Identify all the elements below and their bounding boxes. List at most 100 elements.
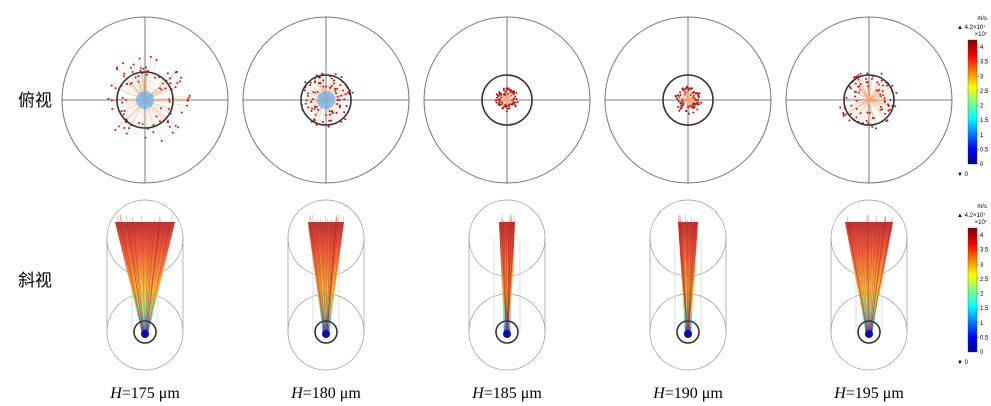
particle (859, 82, 862, 85)
streamline (687, 99, 694, 104)
particle (505, 110, 508, 113)
top-view (61, 16, 229, 184)
particle (340, 76, 343, 79)
streamline (119, 214, 144, 335)
colorbar-tick-label: 0.5 (980, 147, 989, 153)
streamline (145, 221, 149, 335)
particle (306, 94, 309, 97)
particle (855, 75, 858, 78)
particle (343, 98, 346, 101)
particle (688, 104, 691, 107)
particle (174, 71, 177, 74)
particle (679, 91, 682, 94)
particle (506, 107, 509, 110)
particle (149, 55, 152, 58)
particle (502, 87, 505, 90)
particle (319, 82, 322, 85)
particle (505, 104, 508, 107)
streamline (499, 99, 508, 106)
particle (512, 101, 515, 104)
particle (132, 63, 135, 66)
particle (697, 94, 700, 97)
particle (697, 98, 700, 101)
streamline (310, 215, 325, 335)
streamline (316, 225, 326, 335)
particle (510, 103, 513, 106)
streamline (506, 99, 508, 109)
streamline (688, 219, 695, 335)
particle (888, 108, 891, 111)
colorbar-max: ▲ 4.2×10⁷ (957, 212, 985, 219)
particle (687, 112, 690, 115)
particle (142, 67, 145, 70)
particle (138, 121, 141, 124)
streamline (868, 91, 893, 101)
particle (871, 125, 874, 128)
caption-var: H (652, 385, 666, 402)
particle (845, 96, 848, 99)
inner-circle (662, 74, 714, 126)
particle (338, 104, 341, 107)
particle (333, 82, 336, 85)
streamline (867, 73, 870, 101)
colorbar-tick-label: 0.5 (980, 335, 989, 341)
colorbar-tick-label: 2 (980, 104, 984, 110)
particle (842, 111, 845, 114)
particle (155, 58, 158, 61)
streamline (868, 83, 889, 101)
particle (344, 93, 347, 96)
tip (322, 330, 330, 338)
streamline (496, 99, 508, 103)
streamline (326, 219, 332, 335)
streamline (868, 78, 873, 101)
particle (123, 126, 126, 129)
streamline (867, 99, 870, 113)
streamline (322, 226, 326, 335)
core (136, 91, 154, 109)
particle (881, 108, 884, 111)
particle (887, 105, 890, 108)
particle (335, 111, 338, 114)
particle (152, 124, 155, 127)
particle (870, 77, 873, 80)
streamline (852, 224, 868, 335)
particle (329, 113, 332, 116)
streamline (868, 99, 886, 114)
particle (321, 72, 324, 75)
streamline (680, 99, 689, 103)
particle (123, 72, 126, 75)
particle (516, 100, 519, 103)
colorbar-min: ▼ 0 (957, 172, 969, 178)
caption-var: H (290, 385, 304, 402)
streamline (679, 92, 689, 101)
particle (176, 126, 179, 129)
particle (145, 66, 148, 69)
streamline (126, 223, 144, 335)
particle (678, 109, 681, 112)
colorbar-tick-label: 2.5 (980, 89, 989, 95)
oblique-view (287, 199, 365, 371)
streamline (860, 73, 870, 101)
particle (305, 99, 308, 102)
colorbar-unit: m/s (977, 204, 987, 210)
particle (883, 112, 886, 115)
particle (849, 113, 852, 116)
particle (695, 102, 698, 105)
particle (188, 94, 191, 97)
colorbar-tick-label: 2.5 (980, 277, 989, 283)
particle (139, 69, 142, 72)
particle (700, 101, 703, 104)
particle (508, 88, 511, 91)
caption-value: =180 μm (303, 385, 362, 402)
particle (134, 76, 137, 79)
particle (880, 72, 883, 75)
particle (330, 119, 333, 122)
particle (309, 81, 312, 84)
particle (876, 81, 879, 84)
streamline (846, 97, 870, 101)
particle (867, 122, 870, 125)
streamline (853, 99, 870, 121)
particle (315, 123, 318, 126)
streamline (327, 216, 345, 335)
